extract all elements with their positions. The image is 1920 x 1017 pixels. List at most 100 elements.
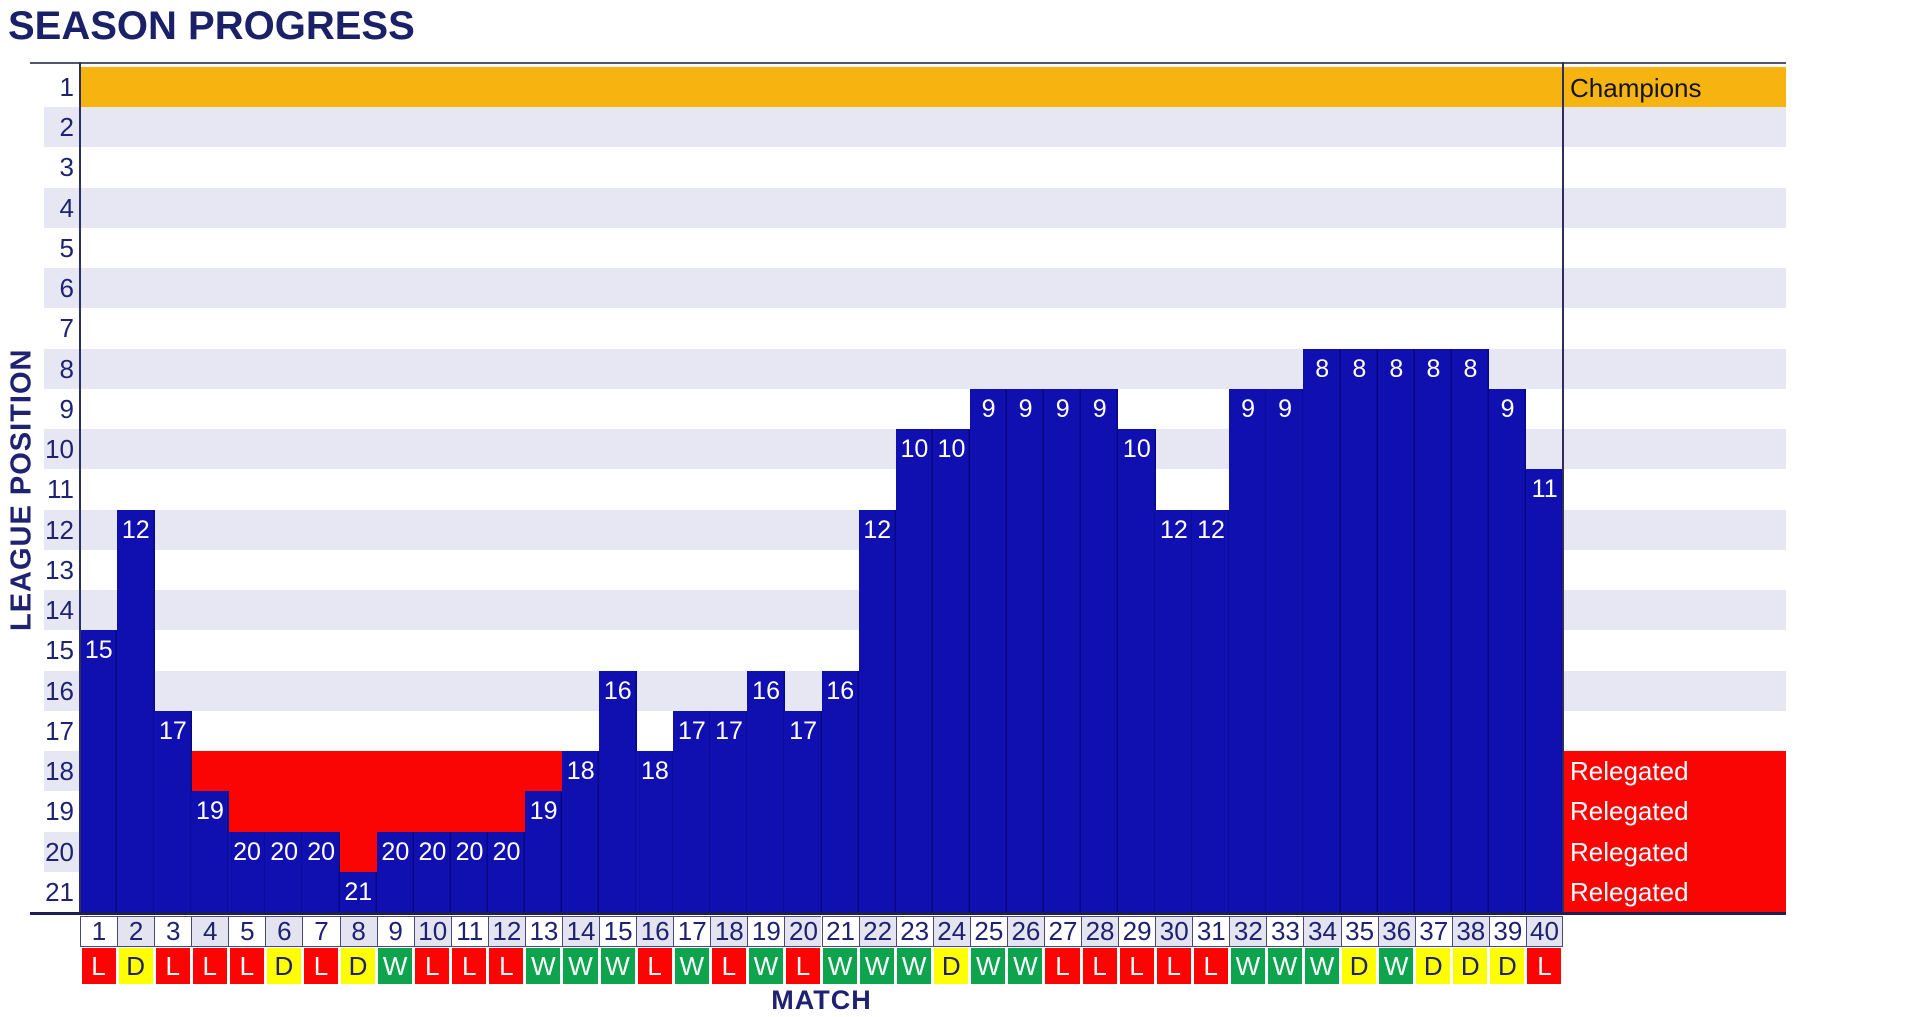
result-cell: D bbox=[266, 948, 301, 984]
bar-match-33: 9 bbox=[1266, 388, 1304, 912]
bar-match-28: 9 bbox=[1081, 388, 1119, 912]
bar-match-34: 8 bbox=[1303, 348, 1341, 912]
match-number-cell: 14 bbox=[561, 916, 600, 947]
match-number-cell: 6 bbox=[265, 916, 303, 947]
relegated-band-label: Relegated bbox=[1570, 756, 1689, 787]
match-number-cell: 19 bbox=[747, 916, 785, 947]
match-number-cell: 20 bbox=[784, 916, 822, 947]
position-tick-label: 7 bbox=[59, 313, 74, 344]
bar-value-label: 8 bbox=[1426, 354, 1441, 383]
result-cell: L bbox=[415, 948, 450, 984]
result-cell: L bbox=[1193, 948, 1228, 984]
result-cell: L bbox=[155, 948, 190, 984]
bar-value-label: 8 bbox=[1352, 354, 1367, 383]
relegated-band-label: Relegated bbox=[1570, 796, 1689, 827]
position-tick-label: 9 bbox=[59, 393, 74, 424]
bar-value-label: 20 bbox=[492, 837, 521, 866]
match-number-cell: 27 bbox=[1043, 916, 1081, 947]
bar-match-17: 17 bbox=[673, 710, 711, 912]
bar-value-label: 9 bbox=[1055, 394, 1070, 423]
result-cell: L bbox=[1045, 948, 1080, 984]
match-number-cell: 16 bbox=[636, 916, 674, 947]
relegated-band-label: Relegated bbox=[1570, 836, 1689, 867]
bar-value-label: 20 bbox=[233, 837, 261, 866]
match-number-cell: 12 bbox=[487, 916, 525, 947]
result-cell: W bbox=[674, 948, 709, 984]
bar-value-label: 8 bbox=[1389, 354, 1404, 383]
bar-match-21: 16 bbox=[821, 670, 859, 912]
bar-value-label: 17 bbox=[678, 716, 706, 745]
result-cell: D bbox=[341, 948, 376, 984]
result-cell: L bbox=[452, 948, 487, 984]
bar-match-35: 8 bbox=[1340, 348, 1379, 912]
match-number-cell: 25 bbox=[969, 916, 1007, 947]
bar-value-label: 18 bbox=[640, 757, 669, 786]
bar-match-8: 21 bbox=[339, 871, 377, 912]
bar-value-label: 9 bbox=[1018, 394, 1033, 423]
result-cell: L bbox=[229, 948, 264, 984]
bar-value-label: 16 bbox=[826, 676, 855, 705]
position-tick-label: 1 bbox=[59, 72, 74, 102]
bar-value-label: 21 bbox=[344, 877, 373, 906]
result-cell: W bbox=[860, 948, 895, 984]
bar-match-26: 9 bbox=[1006, 388, 1045, 912]
bar-value-label: 9 bbox=[981, 394, 996, 423]
match-number-cell: 11 bbox=[450, 916, 488, 947]
bar-value-label: 19 bbox=[196, 797, 224, 826]
bar-match-40: 11 bbox=[1525, 469, 1564, 912]
row-stripe bbox=[44, 187, 1786, 228]
match-number-cell: 10 bbox=[413, 916, 451, 947]
match-number-cell: 5 bbox=[228, 916, 266, 947]
bar-match-1: 15 bbox=[80, 630, 118, 912]
bar-value-label: 20 bbox=[455, 837, 484, 866]
bar-match-37: 8 bbox=[1414, 348, 1453, 912]
match-number-cell: 40 bbox=[1525, 916, 1563, 947]
result-cell: W bbox=[600, 948, 635, 984]
match-number-cell: 38 bbox=[1451, 916, 1489, 947]
result-cell: L bbox=[711, 948, 746, 984]
match-number-cell: 1 bbox=[80, 916, 118, 947]
result-cell: W bbox=[1379, 948, 1414, 984]
bar-match-11: 20 bbox=[450, 831, 489, 912]
position-tick-label: 10 bbox=[45, 434, 74, 465]
bar-value-label: 9 bbox=[1092, 394, 1107, 423]
y-axis-line bbox=[79, 62, 81, 912]
match-number-cell: 29 bbox=[1118, 916, 1156, 947]
bar-match-31: 12 bbox=[1192, 509, 1230, 912]
result-cell: W bbox=[1008, 948, 1043, 984]
bar-match-29: 10 bbox=[1118, 429, 1156, 912]
bar-value-label: 15 bbox=[84, 636, 113, 665]
match-number-cell: 28 bbox=[1081, 916, 1119, 947]
champions-band-label: Champions bbox=[1570, 73, 1702, 103]
match-number-cell: 7 bbox=[302, 916, 340, 947]
bar-value-label: 16 bbox=[603, 676, 632, 705]
bar-match-2: 12 bbox=[117, 509, 155, 912]
position-tick-label: 11 bbox=[47, 474, 74, 505]
match-number-cell: 39 bbox=[1488, 916, 1526, 947]
match-number-cell: 30 bbox=[1155, 916, 1193, 947]
result-cell: W bbox=[1267, 948, 1302, 984]
match-number-cell: 17 bbox=[673, 916, 711, 947]
bar-match-20: 17 bbox=[784, 710, 822, 912]
result-cell: L bbox=[637, 948, 672, 984]
bar-match-14: 18 bbox=[561, 751, 600, 912]
match-number-cell: 24 bbox=[932, 916, 970, 947]
bar-value-label: 9 bbox=[1241, 394, 1255, 423]
row-stripe bbox=[44, 107, 1786, 148]
result-cell: W bbox=[1230, 948, 1265, 984]
match-number-cell: 21 bbox=[821, 916, 859, 947]
match-number-cell: 37 bbox=[1414, 916, 1452, 947]
position-tick-label: 15 bbox=[45, 635, 74, 666]
bar-match-5: 20 bbox=[228, 831, 266, 912]
bar-value-label: 17 bbox=[789, 716, 818, 745]
bar-match-24: 10 bbox=[932, 429, 971, 912]
position-tick-label: 4 bbox=[59, 192, 74, 223]
result-cell: D bbox=[1416, 948, 1451, 984]
bar-match-6: 20 bbox=[265, 831, 303, 912]
match-number-cell: 33 bbox=[1266, 916, 1304, 947]
plot-border-right bbox=[1562, 62, 1564, 915]
result-cell: W bbox=[748, 948, 783, 984]
position-tick-label: 14 bbox=[45, 595, 74, 626]
bar-match-15: 16 bbox=[599, 670, 637, 912]
bar-match-22: 12 bbox=[858, 509, 897, 912]
